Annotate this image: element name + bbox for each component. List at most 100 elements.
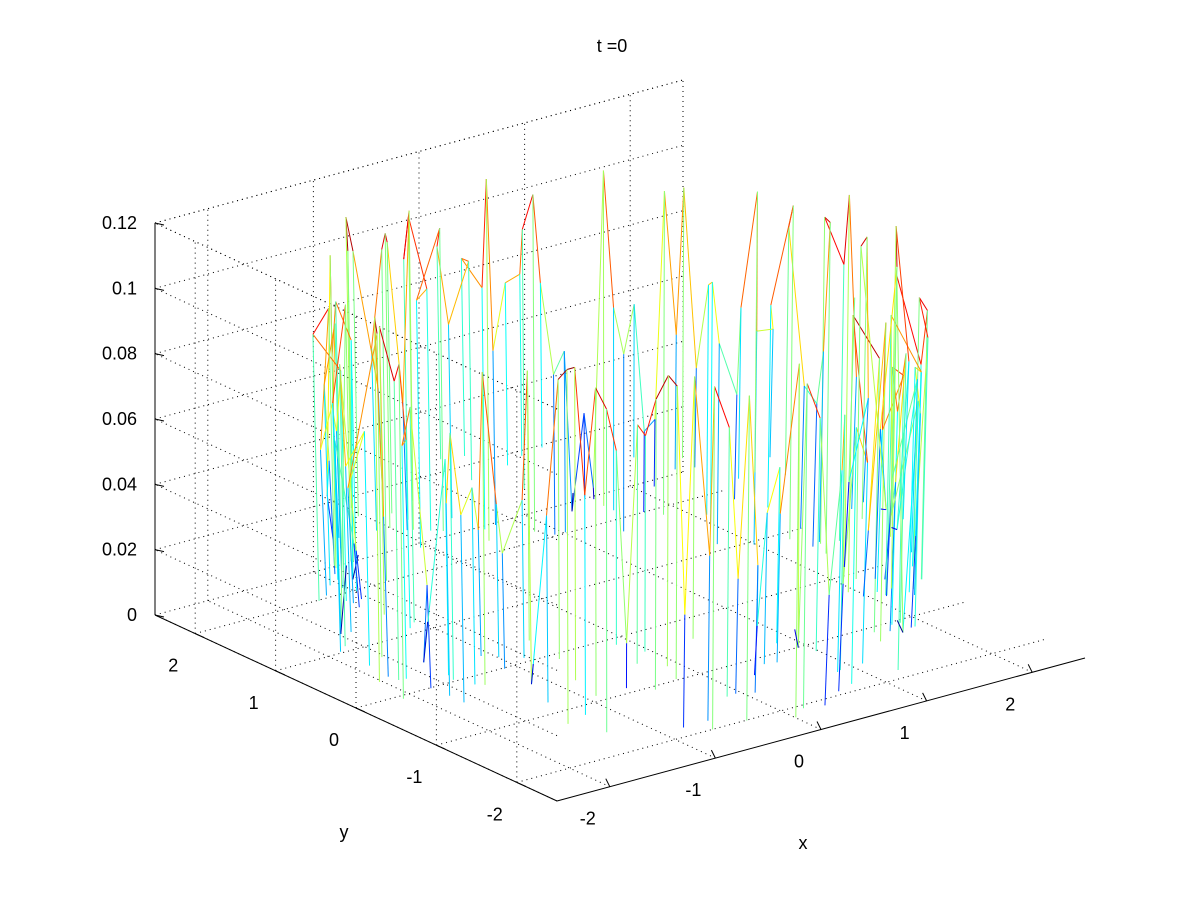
mesh-segment xyxy=(574,367,586,496)
mesh-segment xyxy=(851,427,857,684)
mesh-segment xyxy=(416,288,428,301)
mesh-segment xyxy=(319,449,327,596)
mesh-segment xyxy=(824,216,845,265)
mesh-segment xyxy=(605,408,617,451)
mesh-segment xyxy=(695,284,709,369)
mesh-segment xyxy=(345,217,352,508)
mesh-segment xyxy=(714,386,730,428)
grid-line-y xyxy=(516,638,1045,783)
mesh-segment xyxy=(532,194,536,532)
mesh-segment xyxy=(583,413,594,488)
mesh-segment xyxy=(526,370,530,641)
mesh-segment xyxy=(460,487,473,516)
mesh-segment xyxy=(812,403,818,547)
grid-line-z xyxy=(154,210,684,355)
mesh-segment xyxy=(828,470,843,595)
mesh-segment xyxy=(655,375,669,400)
mesh-segment xyxy=(444,459,450,676)
mesh-segment xyxy=(706,284,709,515)
z-tick-label: 0.06 xyxy=(102,409,137,429)
mesh-segment xyxy=(471,487,479,531)
mesh-segment xyxy=(756,328,774,332)
mesh-segment xyxy=(563,351,573,512)
mesh-segment xyxy=(861,236,868,519)
mesh-segment xyxy=(426,585,432,689)
mesh-segment xyxy=(339,364,347,467)
mesh-segment xyxy=(445,503,451,696)
mesh-segment xyxy=(913,413,921,596)
mesh-segment xyxy=(694,376,711,556)
mesh-segment xyxy=(571,492,574,512)
mesh-segment xyxy=(335,301,342,555)
mesh-segment xyxy=(910,379,918,553)
mesh-segment xyxy=(756,512,768,626)
mesh-segment xyxy=(707,555,711,721)
mesh-segment xyxy=(754,565,759,693)
mesh-segment xyxy=(769,329,774,458)
tick-labels: -2 -1 0 1 2 -2 -1 0 1 2 0 0.02 0.04 0.06 0.08 0.1 0.12 xyxy=(102,213,1015,829)
mesh-segment xyxy=(401,406,411,446)
mesh-segment xyxy=(896,275,904,633)
mesh-segment xyxy=(381,233,386,250)
mesh-segment xyxy=(345,304,352,562)
mesh-segment xyxy=(684,376,696,615)
mesh-segment xyxy=(592,170,604,488)
mesh-segment xyxy=(335,431,343,589)
mesh-segment xyxy=(447,324,453,519)
mesh-segment xyxy=(711,282,720,344)
mesh-segment xyxy=(557,379,560,660)
mesh-segment xyxy=(481,372,497,505)
z-tick-mark xyxy=(154,483,165,487)
mesh-segment xyxy=(728,427,739,579)
axes xyxy=(154,222,1086,802)
grid-line-z xyxy=(154,471,684,616)
mesh-segment xyxy=(615,450,628,644)
mesh-segment xyxy=(409,407,428,586)
mesh-segment xyxy=(824,594,830,706)
mesh-segment xyxy=(683,614,686,728)
mesh-segment xyxy=(468,261,473,481)
mesh-segment xyxy=(802,383,808,709)
z-tick-label: 0 xyxy=(127,605,137,625)
mesh-segment xyxy=(409,407,415,623)
mesh-segment xyxy=(816,351,824,404)
mesh-segment xyxy=(914,372,922,537)
mesh-segment xyxy=(654,191,665,420)
y-tick-mark xyxy=(516,781,527,787)
mesh-segment xyxy=(766,467,781,513)
chart-title: t =0 xyxy=(597,36,628,56)
box-edge xyxy=(154,79,684,224)
grid-line-y xyxy=(436,601,965,746)
mesh-segment xyxy=(838,583,844,692)
mesh-segment xyxy=(393,381,400,680)
mesh-segment xyxy=(384,233,391,529)
mesh-segment xyxy=(815,418,821,652)
mesh-segment xyxy=(848,297,856,483)
mesh-segment xyxy=(776,467,781,644)
mesh-segment xyxy=(402,210,410,403)
mesh-segment xyxy=(867,358,880,531)
grid-line-x xyxy=(207,600,611,788)
mesh-segment xyxy=(862,398,869,503)
mesh-segment xyxy=(530,664,534,685)
mesh-segment xyxy=(899,353,907,623)
y-tick-label: 1 xyxy=(249,693,259,713)
mesh-segment xyxy=(788,226,805,387)
mesh-segment xyxy=(574,367,577,681)
mesh-segment xyxy=(644,435,646,652)
mesh-segment xyxy=(495,504,500,658)
x-tick-mark xyxy=(605,778,611,787)
mesh-segment xyxy=(921,337,929,580)
mesh-segment xyxy=(885,315,892,596)
mesh-segment xyxy=(852,315,869,463)
mesh-segment xyxy=(436,246,449,325)
mesh-segment xyxy=(436,246,442,460)
y-tick-label: -1 xyxy=(406,767,422,787)
mesh-segment xyxy=(890,266,898,513)
mesh-segment xyxy=(674,334,677,470)
grid-line-y xyxy=(195,490,724,635)
mesh-segment xyxy=(326,255,331,495)
mesh-segment xyxy=(734,394,738,500)
mesh-segment xyxy=(795,363,800,718)
mesh-segment xyxy=(584,495,586,715)
